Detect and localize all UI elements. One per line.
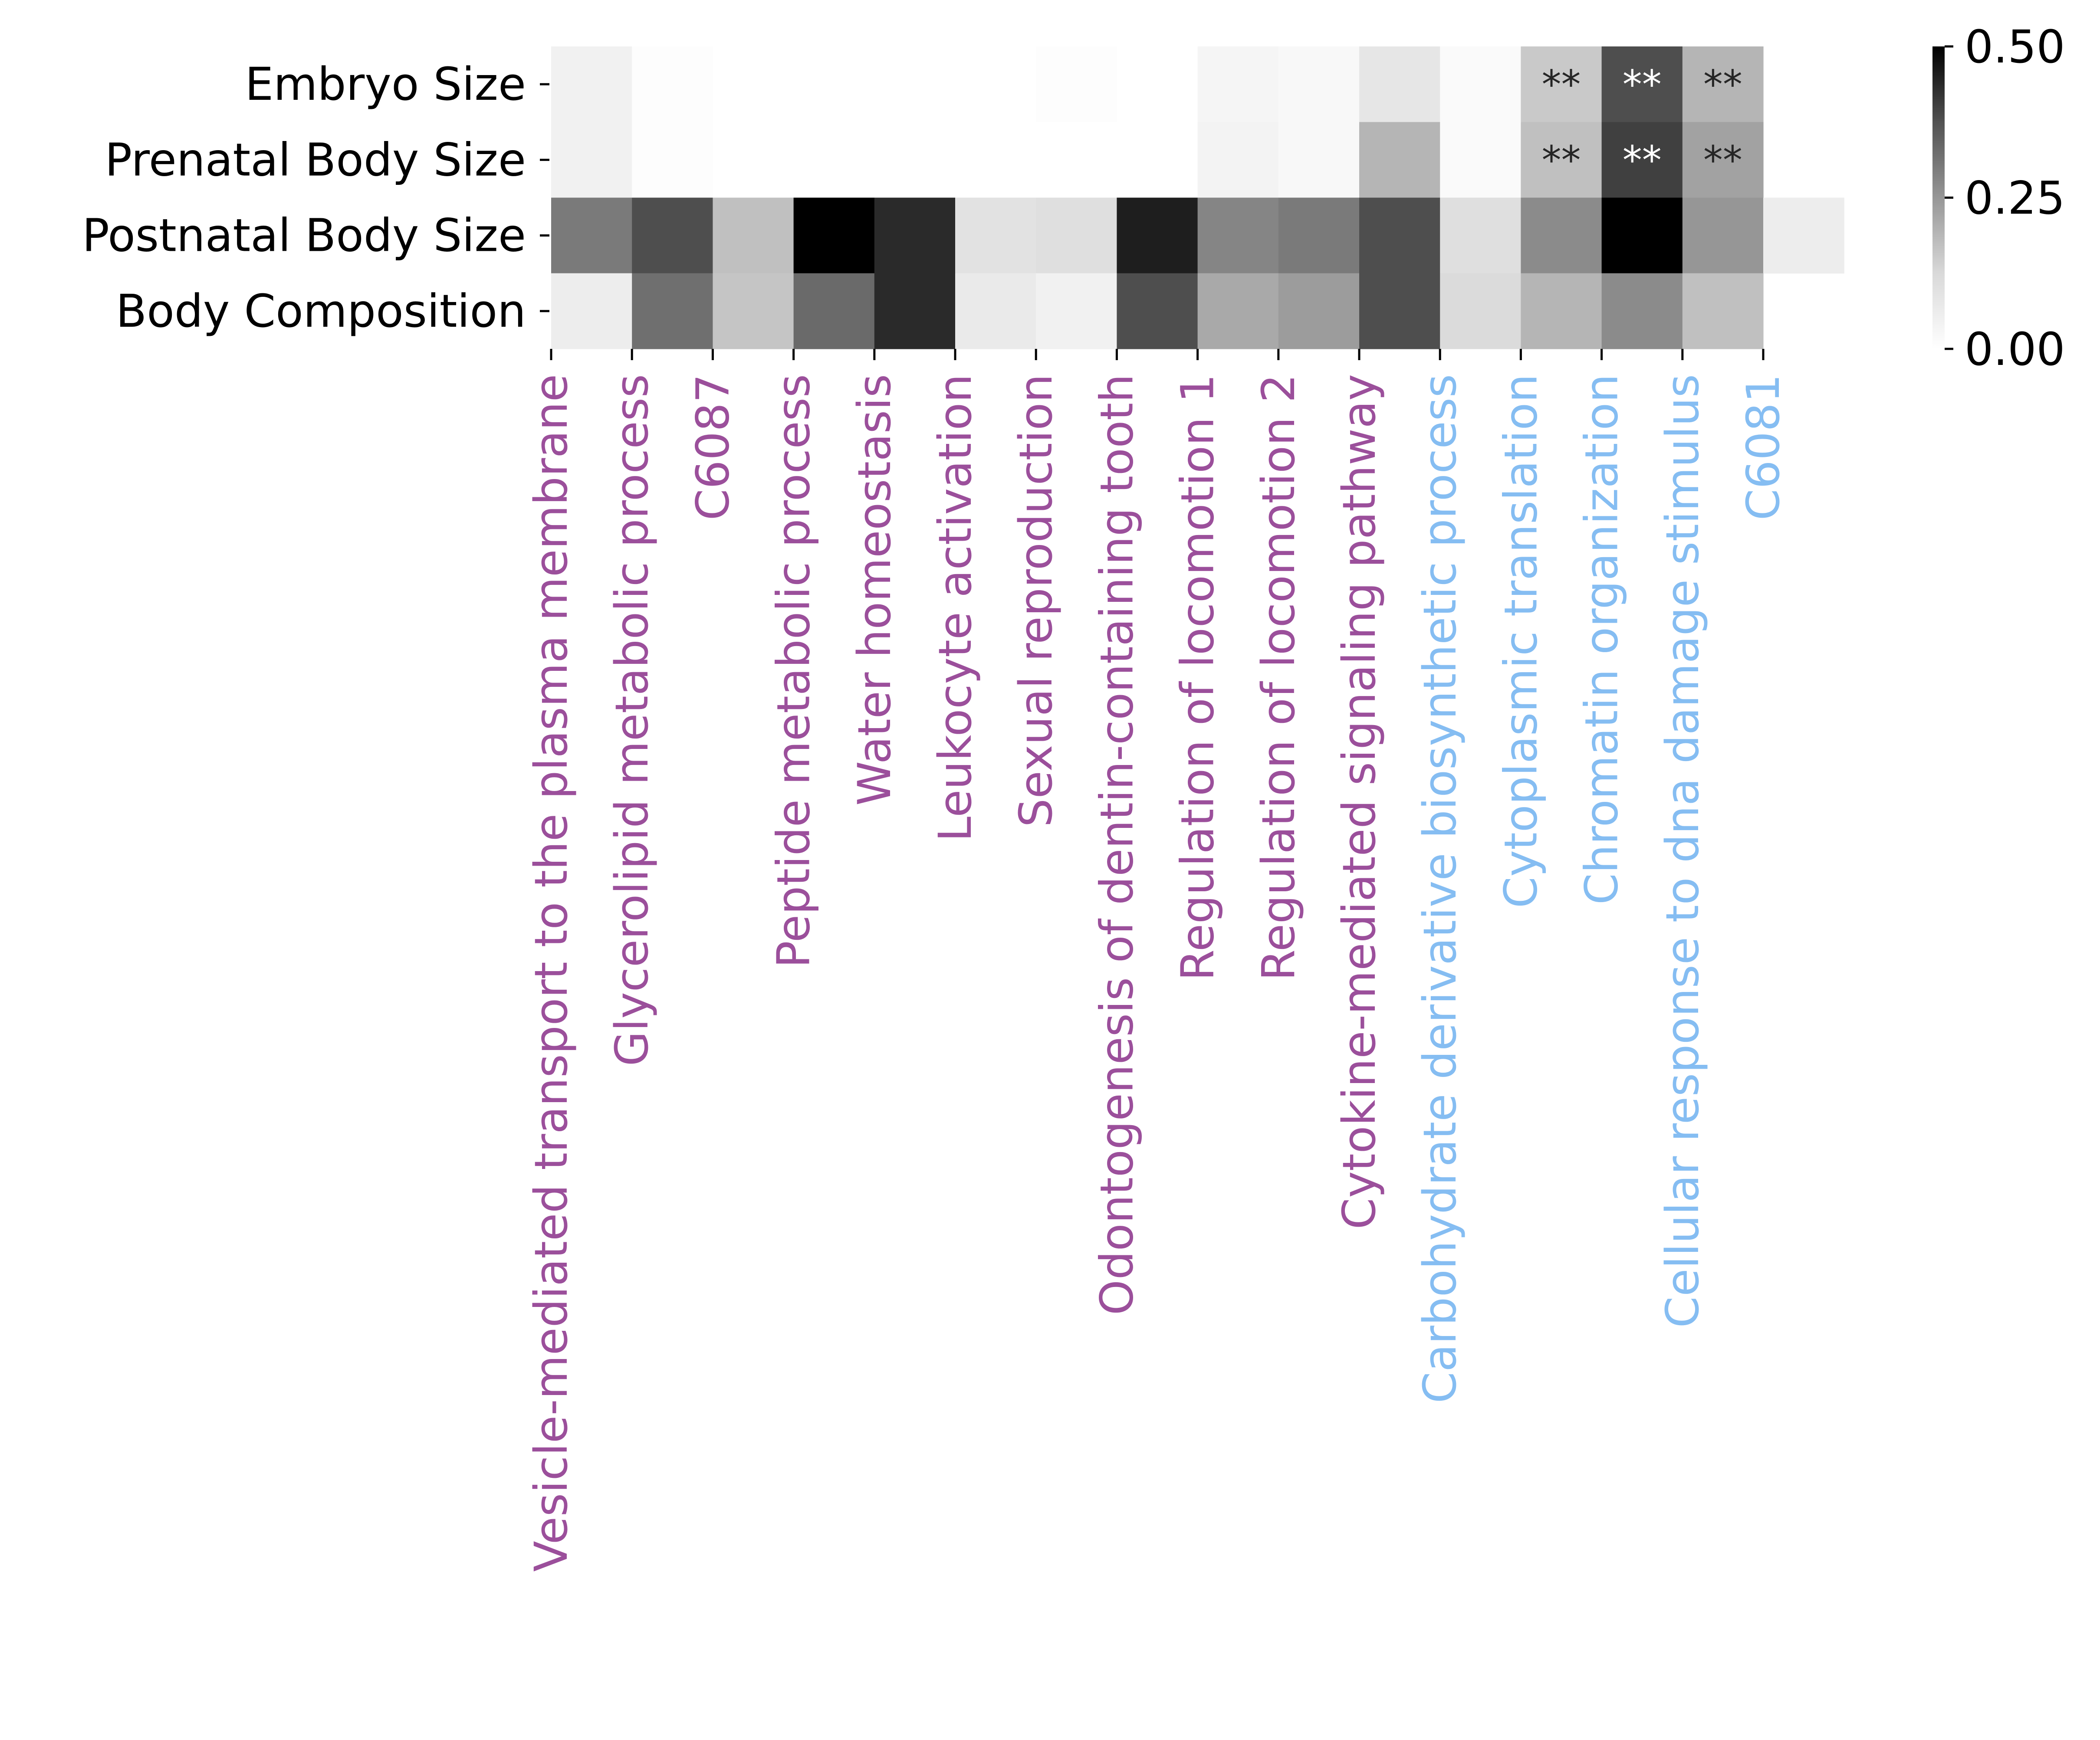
colorbar-tick-label: 0.00 — [1965, 323, 2065, 376]
heatmap-cell — [793, 46, 875, 122]
heatmap-cell — [1601, 197, 1683, 274]
column-label: Cytokine-mediated signaling pathway — [1333, 374, 1386, 1229]
column-label: Odontogenesis of dentin-containing tooth — [1090, 374, 1143, 1315]
significance-star: ** — [1542, 138, 1581, 183]
significance-star: ** — [1623, 62, 1662, 108]
heatmap-cell — [1763, 197, 1844, 274]
heatmap-cell — [1682, 122, 1764, 198]
colorbar-gradient — [1932, 46, 1945, 349]
column-label: Carbohydrate derivative biosynthetic pro… — [1413, 374, 1466, 1403]
heatmap-cell — [551, 122, 632, 198]
heatmap-cell — [713, 197, 794, 274]
column-label: Vesicle-mediated transport to the plasma… — [525, 374, 578, 1572]
heatmap-cell — [632, 46, 713, 122]
heatmap-cell — [1521, 197, 1602, 274]
heatmap-cell — [713, 46, 794, 122]
heatmap-cell — [551, 46, 632, 122]
colorbar-tick-label: 0.25 — [1965, 172, 2065, 225]
heatmap-cell — [1036, 273, 1117, 349]
column-axis: Vesicle-mediated transport to the plasma… — [525, 349, 1790, 1572]
heatmap-cell — [1359, 197, 1440, 274]
heatmap-cell — [1440, 46, 1521, 122]
heatmap-cell — [1359, 122, 1440, 198]
heatmap-cell — [1278, 122, 1360, 198]
heatmap-cells — [551, 46, 1844, 349]
significance-star: ** — [1542, 62, 1581, 108]
significance-star: ** — [1703, 138, 1742, 183]
column-label: Sexual reproduction — [1009, 374, 1062, 827]
heatmap-cell — [1197, 46, 1279, 122]
heatmap-cell — [551, 273, 632, 349]
heatmap-cell — [1117, 122, 1198, 198]
column-label: Chromatin organization — [1575, 374, 1628, 905]
significance-star: ** — [1623, 138, 1662, 183]
heatmap-cell — [1117, 46, 1198, 122]
heatmap-cell — [1197, 197, 1279, 274]
heatmap-cell — [1197, 273, 1279, 349]
heatmap-cell — [1117, 197, 1198, 274]
heatmap-cell — [955, 197, 1036, 274]
heatmap-cell — [793, 197, 875, 274]
heatmap-cell — [1601, 122, 1683, 198]
heatmap-cell — [632, 273, 713, 349]
heatmap-cell — [1359, 46, 1440, 122]
column-label: C6081 — [1737, 374, 1790, 520]
heatmap-cell — [874, 197, 956, 274]
column-label: Peptide metabolic process — [767, 374, 820, 968]
heatmap-cell — [1440, 122, 1521, 198]
row-label: Prenatal Body Size — [105, 133, 526, 186]
heatmap-cell — [793, 122, 875, 198]
heatmap-cell — [1036, 46, 1117, 122]
heatmap-cell — [713, 122, 794, 198]
heatmap-cell — [1521, 273, 1602, 349]
heatmap-cell — [1117, 273, 1198, 349]
heatmap-cell — [955, 122, 1036, 198]
heatmap-cell — [955, 46, 1036, 122]
column-label: Glycerolipid metabolic process — [605, 374, 658, 1066]
row-label: Body Composition — [116, 285, 526, 338]
heatmap-cell — [1359, 273, 1440, 349]
column-label: Leukocyte activation — [929, 374, 982, 842]
column-label: Cytoplasmic translation — [1494, 374, 1547, 908]
heatmap-cell — [1601, 46, 1683, 122]
column-label: Regulation of locomotion 2 — [1252, 374, 1305, 981]
heatmap-cell — [1278, 46, 1360, 122]
heatmap-cell — [632, 197, 713, 274]
heatmap-cell — [1036, 197, 1117, 274]
significance-star: ** — [1703, 62, 1742, 108]
heatmap-cell — [713, 273, 794, 349]
heatmap-cell — [1521, 122, 1602, 198]
heatmap-cell — [874, 46, 956, 122]
heatmap-cell — [1521, 46, 1602, 122]
heatmap-cell — [1440, 273, 1521, 349]
column-label: C6087 — [686, 374, 739, 520]
heatmap-cell — [1682, 197, 1764, 274]
heatmap-cell — [1601, 273, 1683, 349]
column-label: Regulation of locomotion 1 — [1171, 374, 1224, 981]
column-label: Water homeostasis — [848, 374, 901, 806]
heatmap-cell — [793, 273, 875, 349]
heatmap-cell — [551, 197, 632, 274]
heatmap-cell — [1278, 197, 1360, 274]
column-label: Cellular response to dna damage stimulus — [1656, 374, 1709, 1328]
heatmap-cell — [955, 273, 1036, 349]
heatmap-cell — [1036, 122, 1117, 198]
row-label: Postnatal Body Size — [82, 209, 526, 262]
heatmap-cell — [1682, 273, 1764, 349]
heatmap-cell — [1197, 122, 1279, 198]
heatmap-cell — [1440, 197, 1521, 274]
row-label: Embryo Size — [245, 58, 526, 111]
significance-annotations: ** ** ** ** ** ** — [1542, 62, 1742, 183]
heatmap-cell — [1278, 273, 1360, 349]
heatmap-cell — [1682, 46, 1764, 122]
colorbar: 0.00 0.25 0.50 — [1932, 20, 2065, 376]
heatmap-cell — [874, 122, 956, 198]
heatmap-cell — [632, 122, 713, 198]
colorbar-tick-label: 0.50 — [1965, 20, 2065, 73]
row-axis: Embryo Size Prenatal Body Size Postnatal B… — [82, 58, 549, 338]
heatmap-cell — [874, 273, 956, 349]
